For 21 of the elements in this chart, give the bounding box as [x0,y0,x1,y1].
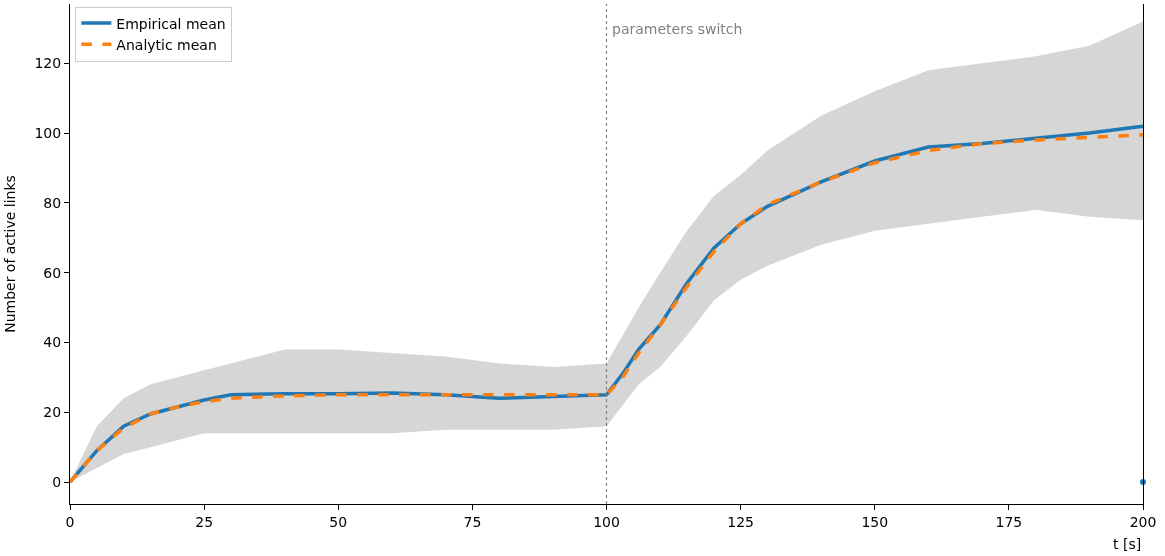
y-tick-label: 100 [34,125,62,141]
ref-line-label: parameters switch [612,21,743,37]
x-tick-label: 0 [65,513,75,530]
y-tick-label: 80 [43,194,62,211]
x-tick-label: 100 [593,513,620,530]
x-tick-label: 200 [1129,513,1157,530]
x-axis-title: t [s] [1113,536,1142,552]
y-tick-label: 60 [43,264,62,281]
legend-label: Empirical mean [116,15,226,32]
legend-label: Analytic mean [116,36,217,53]
y-axis-title: Number of active links [2,175,19,333]
y-tick-label: 120 [34,55,62,72]
x-tick-label: 175 [995,513,1023,530]
x-tick-label: 75 [463,513,482,530]
y-tick-label: 0 [52,473,62,490]
x-tick-label: 50 [329,513,348,530]
x-tick-label: 25 [195,513,214,530]
y-tick-label: 40 [43,334,62,351]
x-tick-label: 150 [861,513,889,530]
x-tick-label: 125 [727,513,754,530]
y-tick-label: 20 [43,404,62,421]
